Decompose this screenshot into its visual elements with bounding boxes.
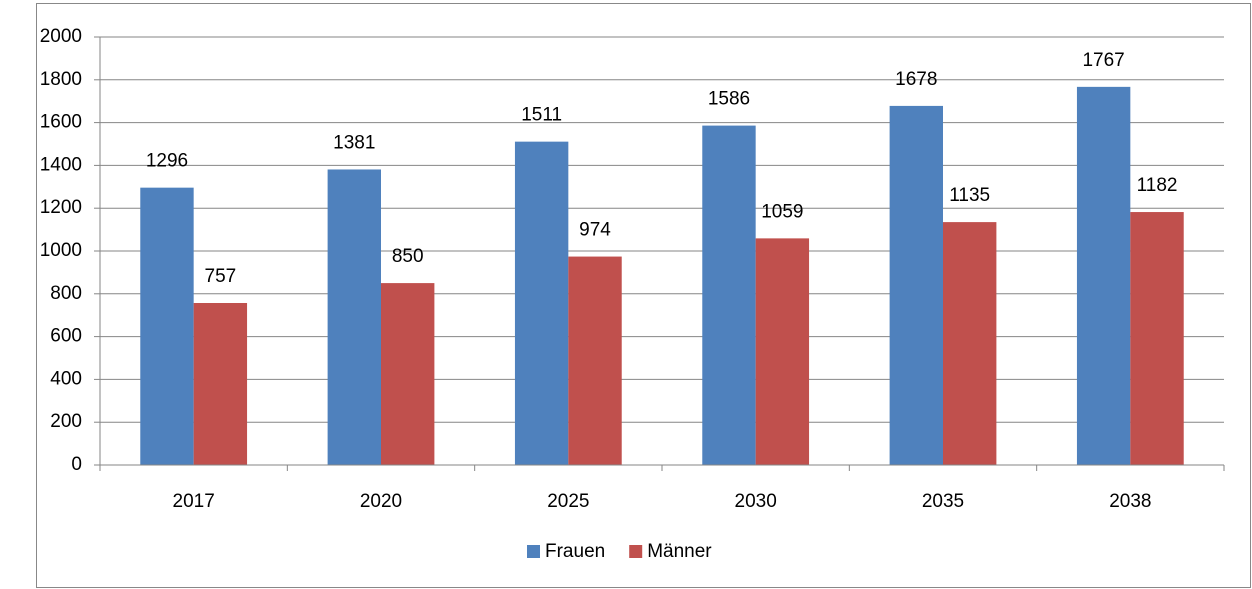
bar (140, 187, 194, 465)
y-tick-label: 0 (71, 454, 82, 475)
data-label: 1767 (1082, 50, 1124, 71)
legend-label: Männer (647, 541, 712, 562)
x-tick-label: 2038 (1109, 491, 1151, 512)
data-label: 1135 (949, 185, 990, 206)
bar (1130, 212, 1184, 465)
bar (943, 222, 997, 465)
legend-swatch (629, 545, 643, 558)
y-tick-label: 1200 (40, 197, 82, 218)
x-tick-label: 2030 (735, 491, 777, 512)
data-label: 757 (205, 266, 237, 287)
y-tick-label: 800 (50, 283, 82, 304)
x-tick-label: 2017 (173, 491, 215, 512)
x-tick-label: 2035 (922, 491, 964, 512)
data-label: 1678 (895, 69, 937, 90)
bar (568, 256, 622, 465)
bar (702, 125, 756, 465)
y-tick-label: 600 (50, 326, 82, 347)
bar (889, 105, 943, 466)
y-tick-label: 400 (50, 368, 82, 389)
y-tick-label: 200 (50, 411, 82, 432)
data-label: 1059 (761, 201, 803, 222)
data-label: 974 (579, 220, 611, 241)
data-label: 1511 (521, 105, 562, 126)
x-tick-label: 2020 (360, 491, 402, 512)
data-label: 1586 (708, 89, 750, 110)
bar (193, 303, 248, 465)
bar (755, 238, 810, 465)
bar (1076, 86, 1131, 465)
y-tick-label: 1600 (40, 112, 82, 133)
bar (514, 141, 569, 465)
data-label: 1182 (1137, 175, 1178, 196)
chart-frame (36, 3, 1251, 588)
y-tick-label: 2000 (40, 26, 82, 47)
data-label: 1296 (146, 151, 188, 172)
bar (327, 169, 381, 465)
legend-swatch (527, 545, 540, 558)
y-tick-label: 1800 (40, 69, 82, 90)
x-tick-label: 2025 (547, 491, 589, 512)
data-label: 850 (392, 246, 424, 267)
bar (381, 283, 435, 465)
data-label: 1381 (333, 132, 375, 153)
y-tick-label: 1000 (40, 240, 82, 261)
legend-label: Frauen (545, 541, 605, 562)
y-tick-label: 1400 (40, 154, 82, 175)
